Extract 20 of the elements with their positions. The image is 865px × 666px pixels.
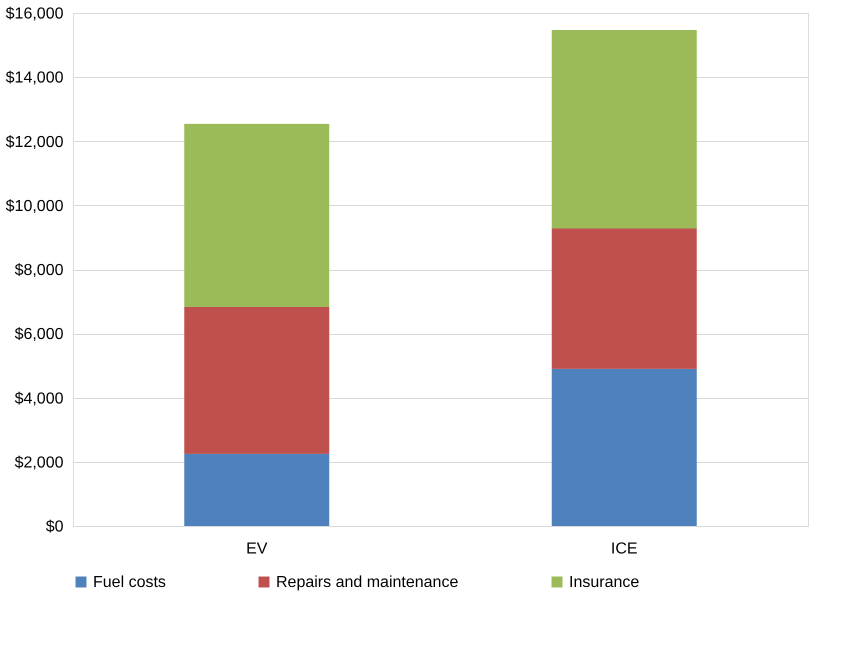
y-tick-label: $0 [46,518,64,536]
legend-label: Repairs and maintenance [276,574,458,591]
bar [184,307,330,454]
y-tick-label: $4,000 [14,390,64,408]
y-tick-label: $14,000 [6,70,64,87]
bar [552,30,697,228]
x-tick-label: EV [246,540,268,558]
y-tick-label: $12,000 [6,134,64,151]
legend-label: Fuel costs [93,574,166,591]
y-tick-label: $2,000 [14,454,64,472]
y-tick-label: $6,000 [14,326,64,344]
legend-label: Insurance [569,574,640,591]
x-tick-label: ICE [610,540,638,558]
bar [184,124,330,308]
y-tick-label: $10,000 [6,198,64,215]
y-tick-label: $16,000 [6,6,64,22]
bar [552,368,697,526]
bar [552,228,697,369]
y-tick-label: $8,000 [14,262,64,279]
bar [184,454,330,526]
